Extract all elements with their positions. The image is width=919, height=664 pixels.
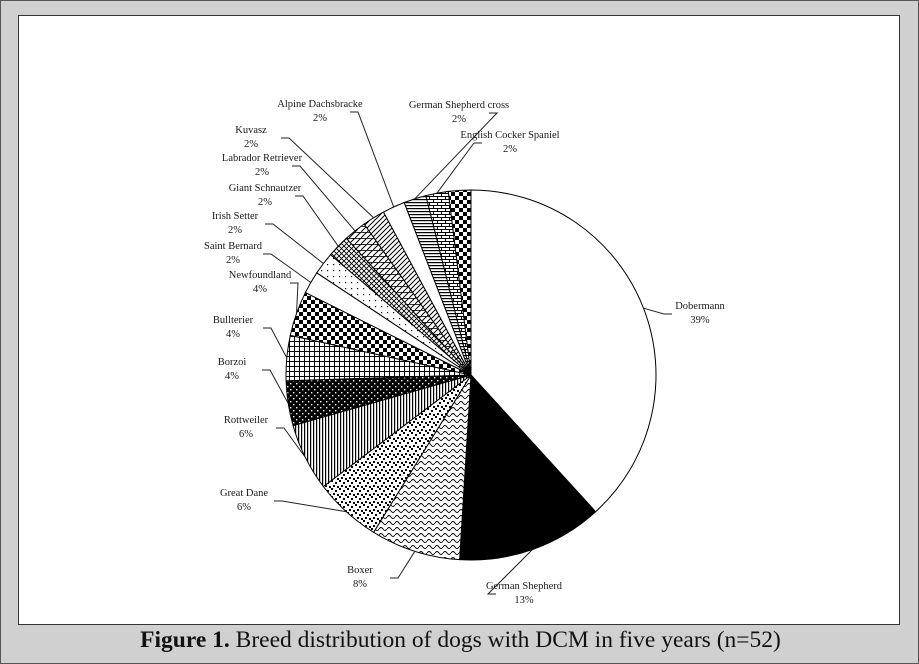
leader-line-newfoundland xyxy=(290,282,299,314)
slice-label-great-dane: Great Dane xyxy=(220,488,268,499)
pie-slices xyxy=(285,189,657,561)
leader-line-saint-bernard xyxy=(263,253,312,283)
slice-percent-saint-bernard: 2% xyxy=(226,255,240,266)
slice-percent-bullterier: 4% xyxy=(226,329,240,340)
leader-line-kuvasz xyxy=(281,137,374,219)
slice-labels: Dobermann 39% German Shepherd 13% Boxer 8% Gre… xyxy=(204,99,726,606)
slice-percent-dobermann: 39% xyxy=(690,315,710,326)
leader-line-alpine-dachsbracke xyxy=(350,111,395,208)
slice-percent-german-shepherd: 13% xyxy=(514,595,534,606)
leader-line-labrador-retriever xyxy=(292,165,356,232)
leader-line-german-shepherd xyxy=(486,549,533,595)
leader-line-bullterier xyxy=(263,327,288,359)
slice-label-giant-schnautzer: Giant Schnautzer xyxy=(229,183,302,194)
caption-prefix: Figure 1. xyxy=(140,627,230,653)
slice-label-newfoundland: Newfoundland xyxy=(229,270,292,281)
leader-line-great-dane xyxy=(274,500,347,513)
slice-percent-labrador-retriever: 2% xyxy=(255,167,269,178)
leader-line-boxer xyxy=(390,551,416,579)
slice-label-saint-bernard: Saint Bernard xyxy=(204,241,263,252)
slice-percent-newfoundland: 4% xyxy=(253,284,267,295)
pie-chart: Dobermann 39% German Shepherd 13% Boxer 8% Gre… xyxy=(204,99,726,606)
slice-percent-great-dane: 6% xyxy=(237,502,251,513)
slice-label-english-cocker-spaniel: English Cocker Spaniel xyxy=(460,130,559,141)
leader-line-german-shepherd-cross xyxy=(414,112,499,200)
slice-percent-alpine-dachsbracke: 2% xyxy=(313,113,327,124)
slice-percent-rottweiler: 6% xyxy=(239,429,253,440)
slice-label-alpine-dachsbracke: Alpine Dachsbracke xyxy=(277,99,363,110)
leader-line-irish-setter xyxy=(265,223,324,264)
slice-label-boxer: Boxer xyxy=(347,565,373,576)
slice-percent-kuvasz: 2% xyxy=(244,139,258,150)
leader-lines xyxy=(262,111,672,595)
slice-label-rottweiler: Rottweiler xyxy=(224,415,269,426)
slice-label-german-shepherd: German Shepherd xyxy=(486,581,563,592)
slice-percent-irish-setter: 2% xyxy=(228,225,242,236)
slice-label-kuvasz: Kuvasz xyxy=(235,125,267,136)
chart-area: Dobermann 39% German Shepherd 13% Boxer 8% Gre… xyxy=(18,15,900,625)
slice-percent-english-cocker-spaniel: 2% xyxy=(503,144,517,155)
leader-line-english-cocker-spaniel xyxy=(436,142,482,194)
slice-percent-giant-schnautzer: 2% xyxy=(258,197,272,208)
slice-percent-boxer: 8% xyxy=(353,579,367,590)
pie-slice-boxer xyxy=(372,374,472,561)
slice-label-german-shepherd-cross: German Shepherd cross xyxy=(409,100,509,111)
figure-caption: Figure 1. Breed distribution of dogs wit… xyxy=(1,627,919,654)
caption-text: Breed distribution of dogs with DCM in f… xyxy=(229,627,781,653)
slice-label-bullterier: Bullterier xyxy=(213,315,254,326)
slice-percent-borzoi: 4% xyxy=(225,371,239,382)
leader-line-giant-schnautzer xyxy=(295,195,339,247)
leader-line-rottweiler xyxy=(276,427,306,458)
slice-label-irish-setter: Irish Setter xyxy=(212,211,259,222)
slice-label-dobermann: Dobermann xyxy=(675,301,725,312)
leader-line-borzoi xyxy=(262,369,289,404)
slice-percent-german-shepherd-cross: 2% xyxy=(452,114,466,125)
pie-slice-unlabeled xyxy=(447,189,472,376)
slice-label-borzoi: Borzoi xyxy=(218,357,247,368)
leader-line-dobermann xyxy=(643,307,672,315)
slice-label-labrador-retriever: Labrador Retriever xyxy=(222,153,303,164)
